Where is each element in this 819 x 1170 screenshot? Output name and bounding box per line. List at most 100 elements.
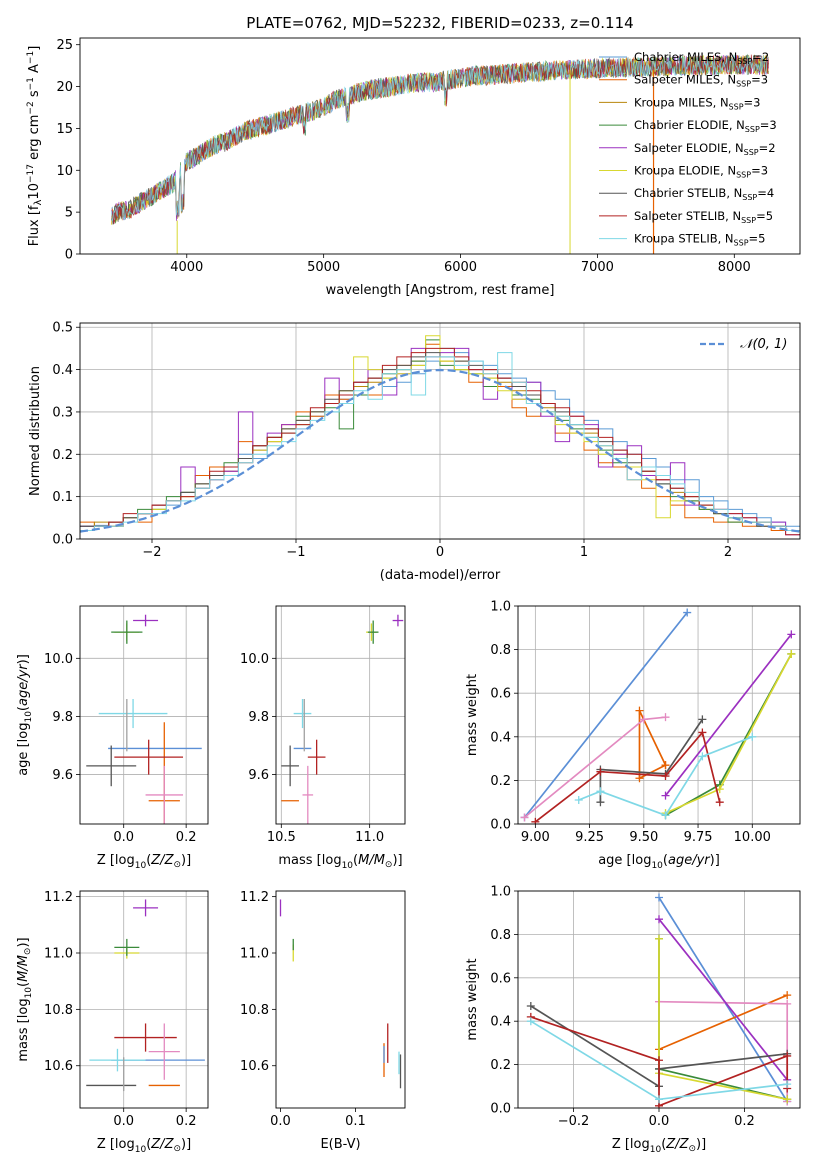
- weight-marker: [748, 732, 757, 741]
- weight-marker: [596, 767, 605, 776]
- y-tick-label: 1.0: [490, 885, 511, 900]
- y-tick-label: 11.0: [240, 947, 269, 962]
- weight-marker: [783, 1051, 792, 1060]
- x-tick-label: 10.00: [734, 830, 771, 845]
- weight-marker: [526, 1002, 535, 1011]
- panel-residuals: −2 −1 0 1 2 0.0 0.1 0.2 0.3 0.4 0.5: [52, 321, 801, 560]
- y-tick-label: 11.0: [44, 947, 73, 962]
- weight-marker: [655, 1056, 663, 1065]
- y-tick-label: 10: [56, 164, 73, 179]
- x-tick-label: 9.25: [575, 830, 604, 845]
- y-tick-label: 11.2: [44, 890, 73, 905]
- legend-label: Salpeter STELIB, NSSP=5: [634, 209, 773, 225]
- y-tick-label: 5: [65, 206, 73, 221]
- x-tick-label: −0.2: [558, 1114, 590, 1129]
- axes-frame: [79, 890, 209, 1109]
- x-tick-label: 0.0: [113, 830, 134, 845]
- weight-line: [534, 730, 721, 823]
- x-axis-label: Z [log10(Z/Z⊙)]: [97, 853, 191, 871]
- weight-marker: [715, 798, 724, 807]
- y-tick-label: 0.0: [490, 818, 511, 833]
- axes-frame: [79, 605, 209, 825]
- x-tick-label: 2: [724, 545, 732, 560]
- axes-frame: [517, 890, 801, 1109]
- x-tick-label: 0.0: [270, 1114, 291, 1129]
- legend: 𝒩(0, 1): [700, 337, 787, 352]
- x-axis-label: E(B-V): [320, 1137, 360, 1152]
- plot-area: [86, 899, 205, 1092]
- weight-marker: [783, 1080, 792, 1089]
- plot-area: [520, 608, 796, 824]
- normal-curve: [80, 368, 800, 533]
- weight-marker: [639, 715, 648, 724]
- y-axis-label: mass weight: [465, 674, 480, 756]
- weight-marker: [635, 706, 644, 715]
- x-axis-label: (data-model)/error: [380, 568, 501, 583]
- spectrum-line: [111, 54, 769, 222]
- y-tick-label: 10.8: [44, 1003, 73, 1018]
- weight-marker: [661, 811, 670, 820]
- x-tick-label: 0.0: [649, 1114, 670, 1129]
- y-tick-label: 0.6: [490, 971, 511, 986]
- y-tick-label: 10.0: [240, 652, 269, 667]
- weight-marker: [661, 772, 670, 781]
- weight-marker: [787, 630, 796, 639]
- x-tick-label: 8000: [718, 260, 751, 275]
- legend-label: Chabrier MILES, NSSP=2: [634, 50, 769, 66]
- x-tick-label: −2: [142, 545, 161, 560]
- weight-marker: [698, 728, 707, 737]
- weight-marker: [683, 608, 692, 617]
- x-tick-label: 9.50: [629, 830, 658, 845]
- weight-line: [599, 718, 704, 803]
- weight-line: [665, 653, 793, 817]
- y-tick-label: 0.4: [490, 1015, 511, 1030]
- weight-marker: [655, 915, 663, 924]
- y-tick-label: 15: [56, 122, 73, 137]
- y-axis-label: age [log10(age/yr)]: [16, 654, 34, 776]
- plot-area: [279, 899, 402, 1089]
- y-tick-label: 0.1: [52, 490, 73, 505]
- weight-marker: [655, 893, 663, 902]
- axes-frame: [79, 37, 801, 255]
- x-tick-label: 4000: [170, 260, 203, 275]
- panel-age_vs_Z: 0.0 0.2 9.6 9.8 10.0: [44, 605, 209, 845]
- weight-marker: [596, 787, 605, 796]
- axes-frame: [79, 322, 801, 540]
- weight-marker: [520, 813, 529, 822]
- y-tick-label: 9.6: [248, 768, 269, 783]
- axes-frame: [275, 605, 406, 825]
- weight-line: [638, 710, 667, 780]
- weight-line: [523, 611, 688, 819]
- weight-line: [658, 918, 788, 1081]
- panel-mass_vs_Z: 0.0 0.2 10.6 10.8 11.0 11.2: [44, 890, 209, 1129]
- y-tick-label: 0.4: [490, 730, 511, 745]
- y-tick-label: 0.2: [490, 774, 511, 789]
- plot-area: [80, 335, 800, 536]
- weight-line: [658, 938, 788, 1101]
- plot-area: [111, 53, 769, 254]
- y-axis-label: Flux [fλ10−17 erg cm−2 s−1 A−1]: [26, 46, 44, 247]
- plot-area: [86, 614, 202, 824]
- y-tick-label: 20: [56, 80, 73, 95]
- weight-marker: [783, 991, 792, 1000]
- x-tick-label: 10.5: [267, 830, 296, 845]
- legend-label: Kroupa STELIB, NSSP=5: [634, 232, 765, 248]
- weight-marker: [698, 715, 707, 724]
- panel-weight_vs_age: 9.00 9.25 9.50 9.75 10.00 0.0 0.2 0.4 0.6 0.8 1.0: [490, 600, 801, 845]
- y-tick-label: 9.8: [52, 710, 73, 725]
- x-tick-label: 0.2: [734, 1114, 755, 1129]
- weight-marker: [526, 1017, 535, 1026]
- plot-area: [526, 893, 792, 1108]
- legend-label: 𝒩(0, 1): [740, 337, 787, 352]
- y-tick-label: 9.8: [248, 710, 269, 725]
- x-tick-label: 1: [580, 545, 588, 560]
- legend-label: Salpeter ELODIE, NSSP=2: [634, 141, 776, 157]
- y-tick-label: 0.0: [490, 1102, 511, 1117]
- legend: Chabrier MILES, NSSP=2 Salpeter MILES, NS…: [599, 50, 777, 248]
- x-tick-label: 9.00: [521, 830, 550, 845]
- legend-label: Kroupa ELODIE, NSSP=3: [634, 164, 768, 180]
- x-axis-label: Z [log10(Z/Z⊙)]: [97, 1137, 191, 1155]
- y-tick-label: 0.5: [52, 321, 73, 336]
- histogram-step: [80, 352, 800, 531]
